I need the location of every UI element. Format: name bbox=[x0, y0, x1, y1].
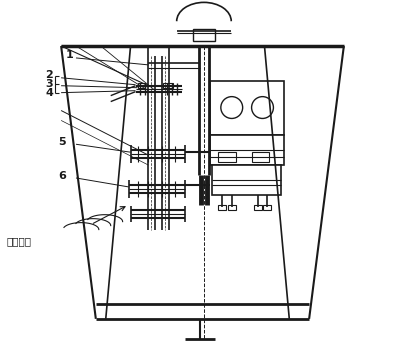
Bar bbox=[163, 83, 173, 88]
Bar bbox=[193, 29, 215, 41]
Text: 6: 6 bbox=[58, 171, 66, 181]
Text: 5: 5 bbox=[58, 137, 66, 147]
Bar bbox=[218, 152, 236, 162]
Text: 1: 1 bbox=[65, 50, 73, 60]
Bar bbox=[212, 165, 281, 195]
Bar bbox=[228, 205, 236, 210]
Text: 4: 4 bbox=[45, 88, 53, 98]
Bar bbox=[210, 135, 284, 165]
Text: 3: 3 bbox=[46, 79, 53, 89]
Text: 接示披器: 接示披器 bbox=[6, 237, 32, 246]
Bar bbox=[210, 81, 284, 135]
Text: 2: 2 bbox=[46, 70, 53, 80]
Bar bbox=[218, 205, 226, 210]
Bar bbox=[252, 152, 270, 162]
Bar bbox=[138, 83, 146, 88]
Bar bbox=[264, 205, 272, 210]
Bar bbox=[254, 205, 262, 210]
